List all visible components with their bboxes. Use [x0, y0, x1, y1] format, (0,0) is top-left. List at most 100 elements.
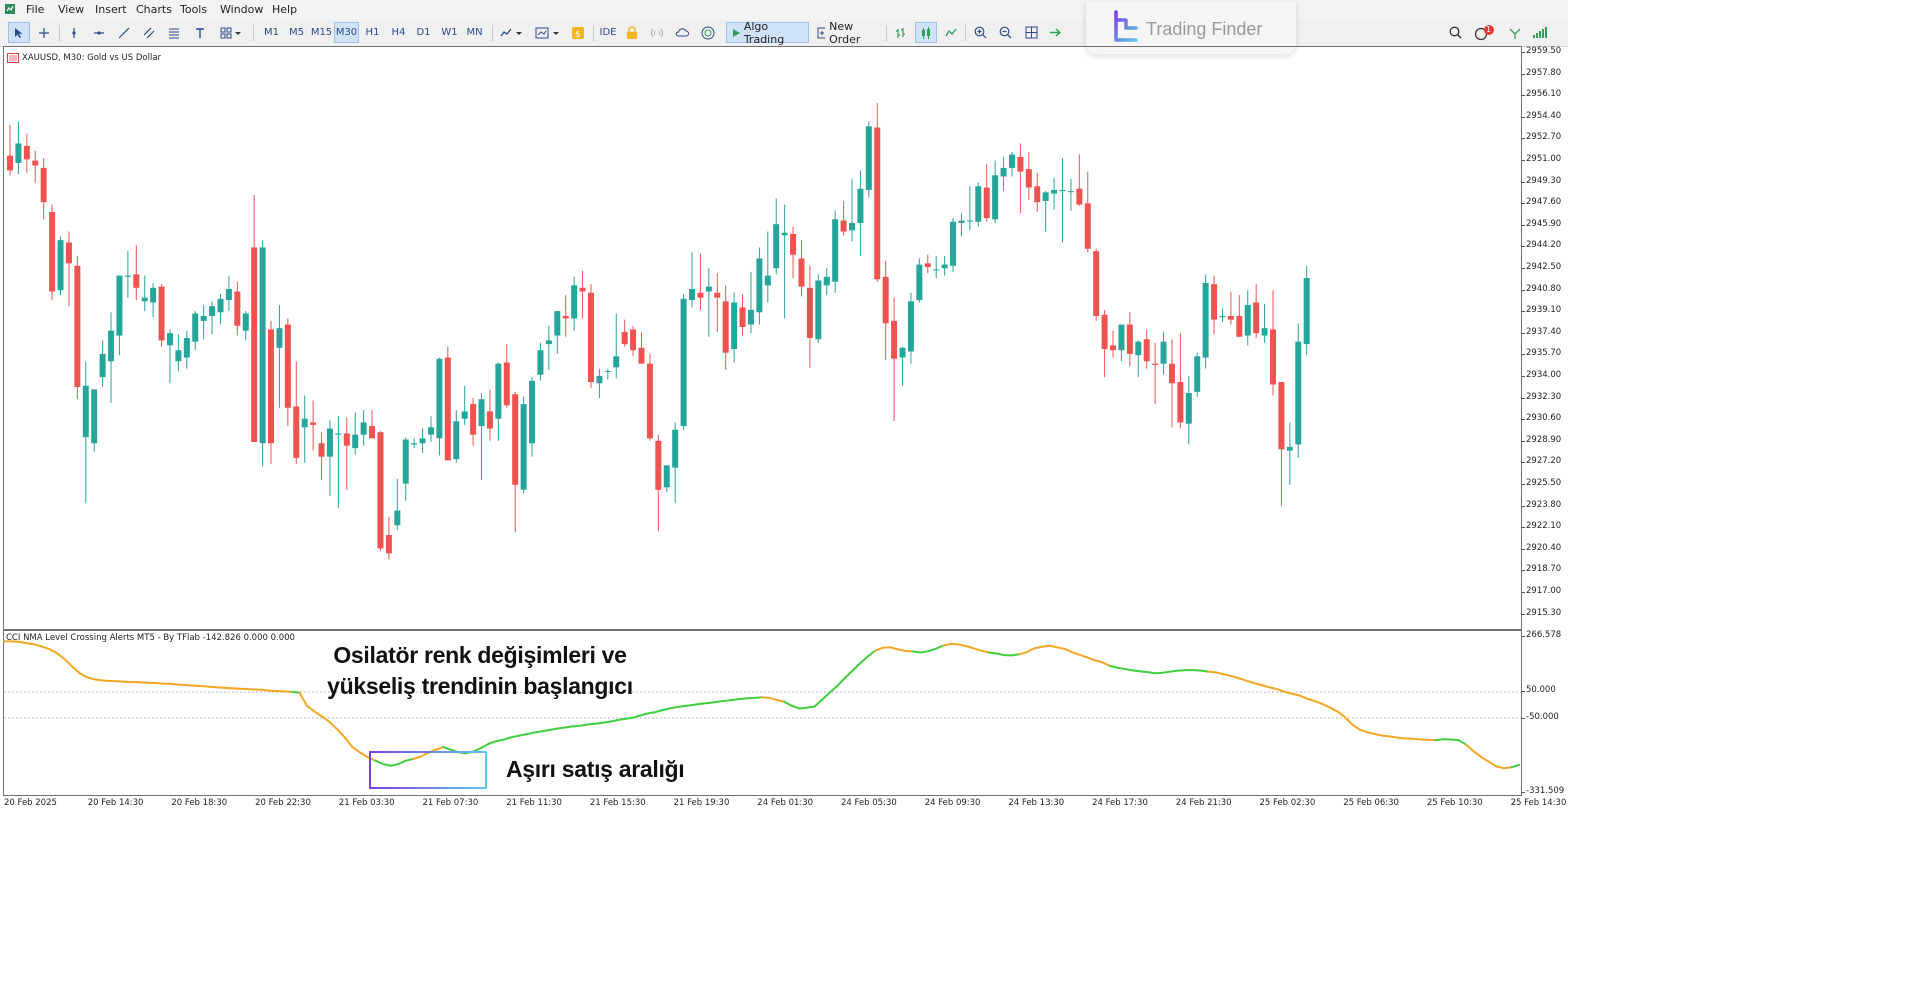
signal-strength-icon[interactable] — [1505, 22, 1525, 43]
candle-bear — [343, 433, 350, 446]
oscillator-segment — [980, 649, 990, 654]
candle-bull — [1202, 282, 1209, 358]
oscillator-segment — [442, 746, 452, 751]
candle-bull — [495, 363, 502, 419]
indicator-tick-label: 50.000 — [1521, 685, 1556, 695]
vps-icon[interactable] — [698, 22, 718, 43]
candle-bull — [571, 285, 578, 319]
menu-insert[interactable]: Insert — [95, 3, 127, 16]
ide-button[interactable]: IDE — [599, 27, 617, 38]
oscillator-segment — [912, 650, 922, 654]
oscillator-segment — [1381, 734, 1392, 738]
autoscroll-icon[interactable] — [1045, 22, 1065, 43]
oscillator-segment — [199, 685, 210, 688]
menu-view[interactable]: View — [58, 3, 85, 16]
oscillator-segment — [1411, 737, 1422, 741]
zoom-out-icon[interactable] — [995, 22, 1015, 43]
oscillator-segment — [351, 746, 362, 754]
cursor-tool-icon[interactable] — [8, 22, 30, 43]
menu-file[interactable]: File — [26, 3, 45, 16]
fibonacci-icon[interactable] — [163, 22, 185, 43]
oscillator-segment — [336, 728, 346, 739]
time-tick-label: 20 Feb 22:30 — [255, 798, 311, 808]
templates-icon[interactable] — [532, 22, 564, 43]
trendline-icon[interactable] — [113, 22, 135, 43]
tf-mn[interactable]: MN — [466, 27, 483, 38]
oscillator-segment — [1116, 666, 1127, 671]
candle-bull — [301, 418, 308, 428]
annotation-trend-line1: Osilatör renk değişimleri ve — [333, 642, 627, 668]
tf-h4[interactable]: H4 — [391, 27, 406, 38]
chart-canvas[interactable] — [0, 0, 1568, 814]
menu-tools[interactable]: Tools — [180, 3, 208, 16]
time-tick-label: 21 Feb 11:30 — [506, 798, 562, 808]
oscillator-segment — [965, 644, 975, 650]
candle-bull — [1067, 191, 1074, 193]
notifications-icon[interactable]: 1 — [1472, 22, 1498, 43]
oscillator-segment — [934, 644, 945, 650]
time-tick-label: 24 Feb 21:30 — [1175, 798, 1232, 808]
candle-bull — [849, 222, 855, 231]
pane-divider[interactable] — [3, 629, 1522, 631]
oscillator-segment — [874, 646, 884, 652]
candle-bull — [411, 443, 418, 445]
price-tick-label: 2934.00 — [1520, 370, 1561, 380]
signal-icon[interactable] — [647, 22, 667, 43]
tf-w1[interactable]: W1 — [441, 27, 458, 38]
candle-bull — [672, 429, 679, 468]
bar-chart-icon[interactable] — [891, 22, 911, 43]
market-icon[interactable]: $ — [568, 22, 588, 43]
oscillator-segment — [752, 696, 763, 699]
time-tick-label: 21 Feb 19:30 — [673, 798, 730, 808]
text-tool-icon[interactable] — [189, 22, 211, 43]
tf-d1[interactable]: D1 — [416, 27, 431, 38]
horizontal-line-icon[interactable] — [88, 22, 110, 43]
menu-help[interactable]: Help — [272, 3, 298, 16]
brand-logo: Trading Finder — [1086, 2, 1296, 54]
oscillator-segment — [1093, 659, 1104, 664]
price-tick-label: 2944.20 — [1520, 240, 1561, 250]
channel-icon[interactable] — [138, 22, 160, 43]
tf-m30[interactable]: M30 — [334, 22, 359, 43]
lock-icon[interactable] — [622, 22, 642, 43]
oscillator-segment — [1389, 735, 1399, 739]
candlestick-icon[interactable] — [915, 22, 937, 43]
oscillator-segment — [1146, 671, 1157, 675]
crosshair-icon[interactable] — [33, 22, 55, 43]
candle-bear — [891, 320, 898, 359]
menu-window[interactable]: Window — [220, 3, 264, 16]
price-tick-label: 2932.30 — [1520, 392, 1561, 402]
oscillator-segment — [525, 731, 536, 736]
oscillator-segment — [480, 742, 490, 749]
tf-h1[interactable]: H1 — [365, 27, 380, 38]
price-axis[interactable]: 2959.50 2957.80 2956.10 2954.40 2952.70 2951.… — [1520, 46, 1568, 796]
tf-m5[interactable]: M5 — [289, 27, 304, 38]
algo-trading-button[interactable]: Algo Trading — [726, 20, 809, 46]
candle-bull — [166, 333, 173, 346]
time-tick-label: 24 Feb 05:30 — [841, 798, 897, 808]
tf-m15[interactable]: M15 — [310, 27, 333, 38]
annotation-trend-start: Osilatör renk değişimleri ve yükseliş tr… — [300, 640, 660, 702]
oscillator-segment — [889, 646, 899, 651]
chart-type-icon[interactable] — [497, 22, 527, 43]
menu-charts[interactable]: Charts — [136, 3, 172, 16]
candle-bear — [7, 155, 13, 171]
oscillator-segment — [1131, 669, 1142, 673]
tile-windows-icon[interactable] — [1021, 22, 1041, 43]
line-chart-icon[interactable] — [941, 22, 961, 43]
vertical-line-icon[interactable] — [63, 22, 85, 43]
connection-icon[interactable] — [1530, 22, 1560, 43]
zoom-in-icon[interactable] — [970, 22, 990, 43]
search-icon[interactable] — [1445, 22, 1465, 43]
new-order-button[interactable]: New Order — [812, 20, 882, 46]
cloud-icon[interactable] — [672, 22, 692, 43]
tf-m1[interactable]: M1 — [264, 27, 279, 38]
oscillator-segment — [631, 714, 642, 719]
chart-frame[interactable] — [3, 46, 1522, 796]
candle-bear — [1236, 315, 1243, 337]
shapes-icon[interactable] — [215, 22, 247, 43]
oscillator-segment — [1237, 677, 1248, 682]
time-tick-label: 25 Feb 10:30 — [1426, 798, 1483, 808]
oscillator-segment — [56, 652, 66, 661]
time-axis[interactable]: 20 Feb 2025 20 Feb 14:30 20 Feb 18:30 20 Fe… — [0, 796, 1568, 814]
